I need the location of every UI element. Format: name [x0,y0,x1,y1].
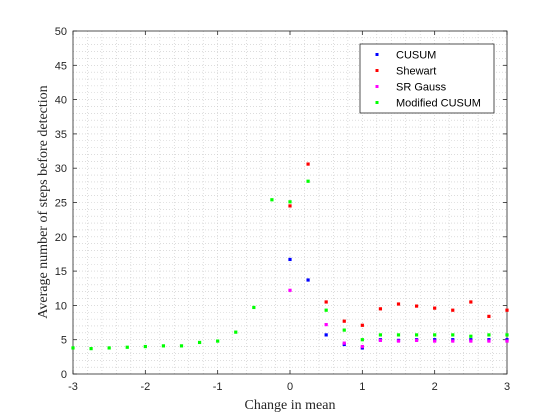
data-point-modified-cusum [89,347,93,351]
data-point-modified-cusum [414,333,419,337]
y-tick-label: 0 [61,369,67,381]
data-point-shewart [342,319,346,323]
data-point-shewart [360,323,364,327]
legend-marker [375,53,379,56]
y-tick-label: 35 [55,129,67,141]
data-point-modified-cusum [342,328,346,332]
data-point-shewart [306,162,310,166]
legend-entry-shewart: Shewart [375,66,436,78]
data-point-modified-cusum [143,344,147,349]
data-point-sr-gauss [414,338,419,342]
x-tick-label: 0 [287,381,293,393]
y-tick-label: 40 [55,95,67,107]
data-point-modified-cusum [270,198,274,202]
data-point-sr-gauss [487,339,491,343]
data-point-modified-cusum [234,330,238,334]
data-point-shewart [414,304,419,308]
data-point-sr-gauss [433,339,437,343]
data-point-modified-cusum [161,344,166,348]
data-point-shewart [324,300,328,304]
data-point-modified-cusum [451,333,455,337]
legend-box [359,43,495,114]
legend-entry-sr-gauss: SR Gauss [375,82,447,94]
data-point-sr-gauss [324,323,328,327]
y-tick-label: 50 [55,26,67,38]
x-tick-label: -3 [68,381,78,393]
data-point-modified-cusum [125,345,129,349]
data-point-sr-gauss [360,344,364,349]
legend: CUSUM Shewart SR Gauss Modified CUSUM [359,43,495,114]
data-point-shewart [505,308,509,312]
data-point-sr-gauss [342,341,346,345]
plot-frame [72,30,508,375]
data-point-modified-cusum [306,179,310,183]
data-point-shewart [378,307,383,311]
legend-marker [375,85,379,88]
data-points [71,162,509,351]
y-tick-label: 25 [55,198,67,210]
data-point-modified-cusum [324,308,328,312]
legend-label: Modified CUSUM [396,98,481,110]
legend-entry-cusum: CUSUM [375,50,436,62]
y-tick-label: 45 [55,60,67,72]
data-point-modified-cusum [179,344,184,348]
data-point-sr-gauss [396,339,401,343]
data-point-modified-cusum [252,305,256,310]
data-point-cusum [306,278,310,282]
legend-marker [375,69,379,72]
data-point-modified-cusum [505,333,509,337]
data-point-modified-cusum [197,340,202,345]
data-point-sr-gauss [505,339,509,343]
data-point-modified-cusum [433,333,437,337]
y-tick-label: 5 [61,335,67,347]
data-point-shewart [288,204,292,208]
data-point-modified-cusum [288,200,292,204]
data-point-modified-cusum [378,333,383,337]
y-axis-label: Average number of steps before detection [36,85,51,318]
data-point-modified-cusum [396,333,401,337]
y-tick-label: 20 [55,232,67,244]
legend-label: CUSUM [396,50,436,62]
data-point-shewart [396,302,401,306]
data-point-sr-gauss [378,338,383,342]
data-point-shewart [451,308,455,312]
legend-label: SR Gauss [396,82,447,94]
data-point-modified-cusum [360,338,364,342]
data-point-shewart [487,314,491,318]
data-point-modified-cusum [71,346,75,350]
data-point-shewart [433,306,437,310]
data-point-sr-gauss [469,339,473,343]
data-point-modified-cusum [487,333,491,337]
legend-label: Shewart [396,66,436,78]
x-tick-label: 2 [432,381,438,393]
legend-marker [375,101,379,104]
data-point-modified-cusum [216,339,220,343]
x-tick-label: -1 [213,381,223,393]
x-tick-label: 1 [359,381,365,393]
y-tick-label: 15 [55,266,67,278]
data-point-sr-gauss [451,339,455,343]
y-tick-label: 30 [55,163,67,175]
data-point-cusum [288,257,292,262]
x-tick-label: -2 [140,381,150,393]
data-point-cusum [324,333,328,337]
grid [73,31,507,374]
data-point-shewart [469,300,473,304]
legend-entry-modified-cusum: Modified CUSUM [375,98,481,110]
data-point-modified-cusum [469,334,473,338]
data-point-sr-gauss [288,288,292,292]
x-tick-label: 3 [504,381,510,393]
x-axis-label: Change in mean [245,398,336,413]
data-point-modified-cusum [107,346,111,350]
y-tick-label: 10 [55,300,67,312]
